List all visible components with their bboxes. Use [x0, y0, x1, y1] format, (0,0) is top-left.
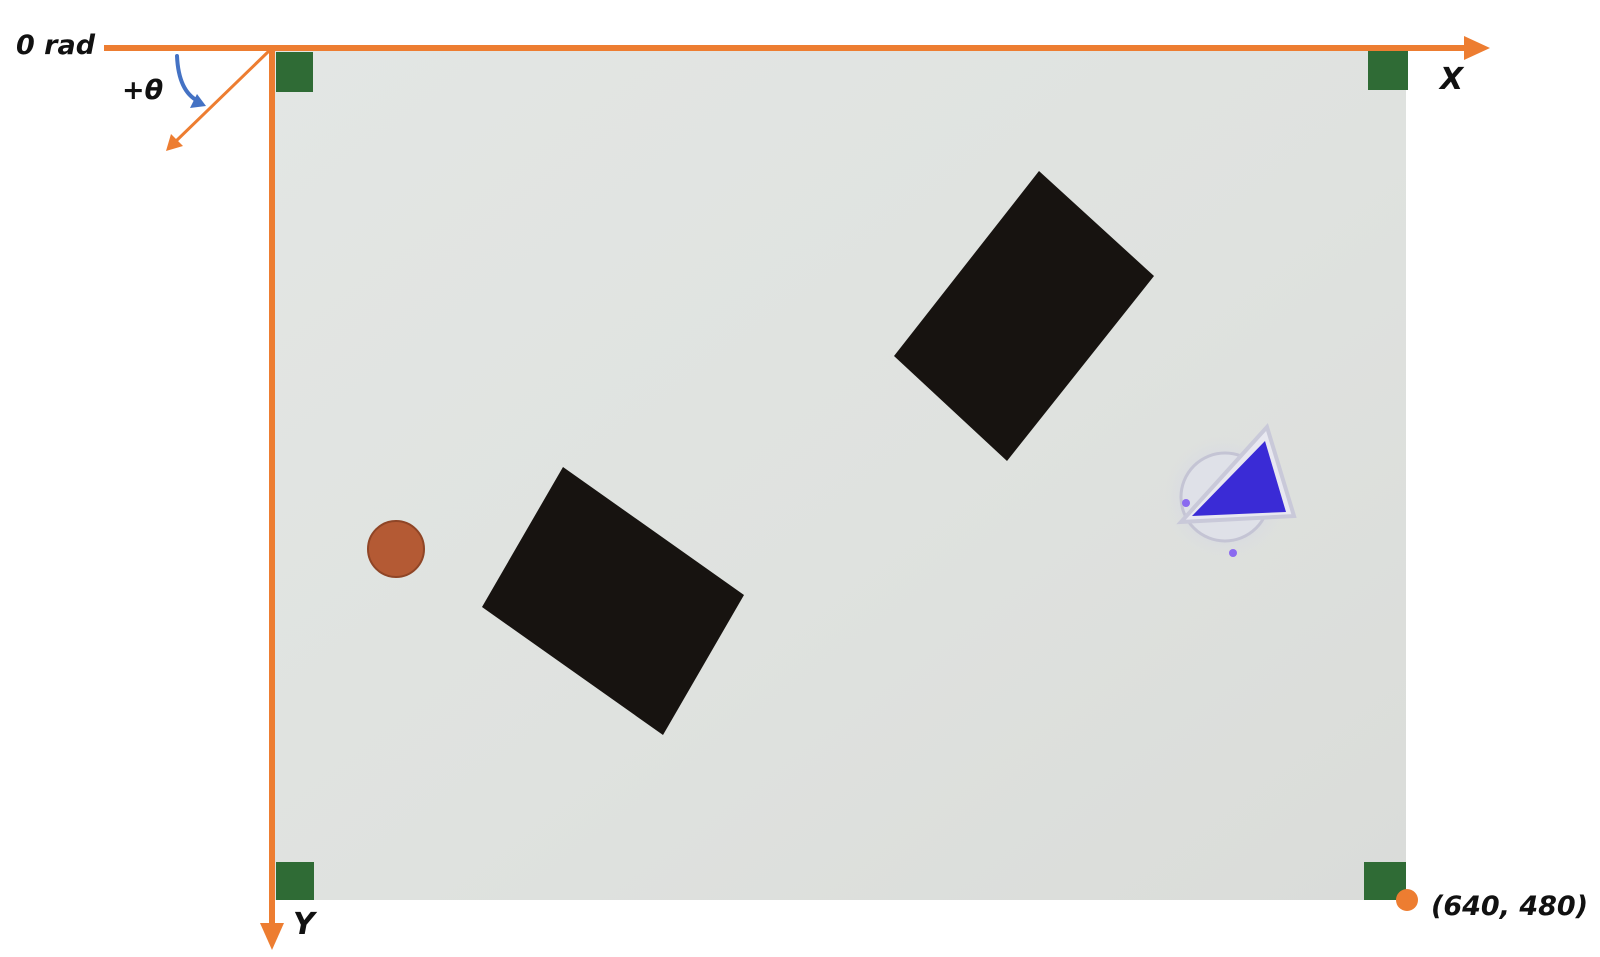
goal-disc	[367, 520, 425, 578]
corner-marker-top-right	[1368, 50, 1408, 90]
angle-direction-line	[172, 48, 272, 145]
zero-angle-label: 0 rad	[16, 30, 96, 61]
x-axis-arrowhead	[1464, 36, 1490, 60]
corner-coordinate-dot	[1396, 889, 1418, 911]
angle-direction-arrowhead	[166, 134, 183, 151]
rotation-arrowhead	[190, 94, 206, 108]
obstacle-lower	[482, 467, 744, 735]
corner-marker-top-left	[276, 52, 313, 92]
positive-theta-label: +θ	[122, 75, 164, 106]
robot	[1163, 423, 1297, 559]
corner-marker-bottom-left	[276, 862, 314, 900]
obstacle-upper	[894, 171, 1154, 461]
rotation-arrow	[175, 54, 200, 103]
x-axis-label: X	[1440, 62, 1464, 97]
corner-coordinate-label: (640, 480)	[1431, 891, 1589, 922]
y-axis-label: Y	[293, 907, 315, 942]
y-axis-arrowhead	[260, 923, 284, 950]
